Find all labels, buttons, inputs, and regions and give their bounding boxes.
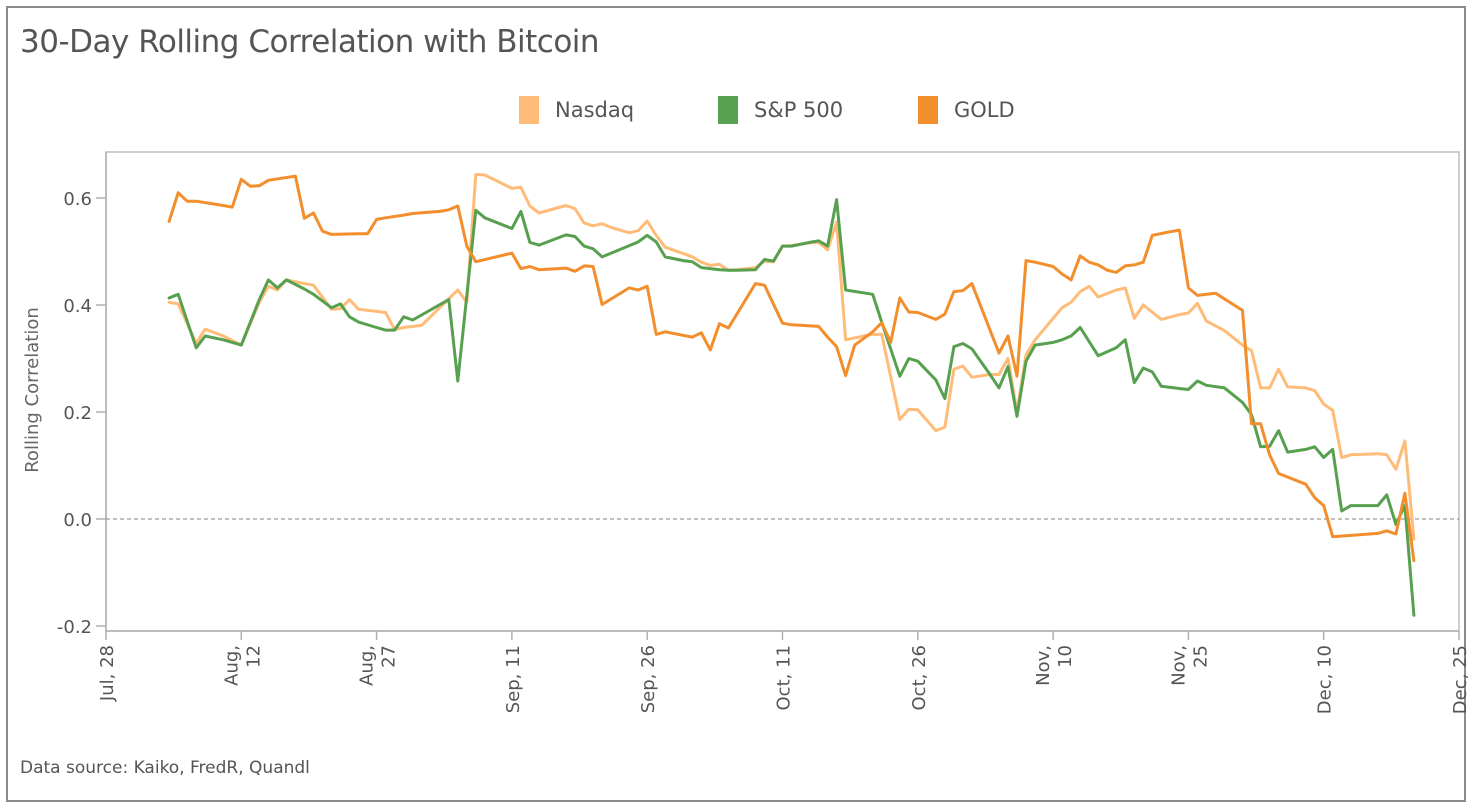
x-tick-label-line: Sep, 26: [638, 645, 659, 713]
legend-item-nasdaq[interactable]: Nasdaq: [519, 96, 634, 124]
legend: Nasdaq S&P 500 GOLD: [0, 96, 1476, 126]
x-tick-label-line: Aug,: [357, 645, 378, 686]
legend-item-gold[interactable]: GOLD: [918, 96, 1015, 124]
x-tick-label: Nov, 10: [1033, 645, 1076, 686]
x-tick-label-line: Oct, 26: [909, 645, 930, 710]
series-line-s-p-500[interactable]: [167, 198, 1416, 617]
legend-swatch-nasdaq: [519, 96, 539, 124]
chart-frame: [6, 6, 1466, 802]
x-tick-label-line: Nov,: [1033, 645, 1054, 686]
x-tick-label-line: Dec, 10: [1315, 645, 1336, 714]
x-tick-label: Aug, 27: [357, 645, 400, 686]
legend-label-sp500: S&P 500: [754, 98, 844, 122]
x-axis: Jul, 28 Aug, 12 Aug, 27 Sep, 11 Sep, 26 Oct, 11…: [97, 630, 1471, 714]
y-tick-label: -0.2: [57, 617, 92, 638]
x-tick-label-line: Nov,: [1168, 645, 1189, 686]
y-tick-label: 0.0: [63, 510, 92, 531]
x-tick-label: Aug, 12: [221, 645, 264, 686]
x-tick-label: Sep, 26: [638, 645, 659, 713]
legend-item-sp500[interactable]: S&P 500: [718, 96, 843, 124]
plot-border: [105, 151, 1460, 632]
x-tick-label-line: 12: [243, 645, 264, 668]
x-tick-label-line: Aug,: [221, 645, 242, 686]
x-tick-label-line: Oct, 11: [774, 645, 795, 710]
plot-area: [105, 151, 1460, 632]
series-line-nasdaq[interactable]: [167, 173, 1416, 541]
data-source-note: Data source: Kaiko, FredR, Quandl: [20, 758, 310, 778]
legend-swatch-sp500: [718, 96, 738, 124]
series-line-gold[interactable]: [167, 174, 1416, 563]
x-tick-label-line: 25: [1190, 645, 1211, 668]
x-tick-label-line: 27: [379, 645, 400, 668]
x-tick-label: Jul, 28: [97, 645, 118, 702]
legend-label-gold: GOLD: [954, 98, 1015, 122]
series-lines: [167, 173, 1416, 617]
chart-title: 30-Day Rolling Correlation with Bitcoin: [20, 24, 600, 60]
x-tick-label-line: Dec, 25: [1450, 645, 1471, 714]
x-tick-label: Dec, 10: [1315, 645, 1336, 714]
x-tick-label-line: 10: [1055, 645, 1076, 668]
legend-swatch-gold: [918, 96, 938, 124]
y-tick-label: 0.2: [63, 403, 92, 424]
legend-label-nasdaq: Nasdaq: [555, 98, 635, 122]
x-tick-label: Oct, 26: [909, 645, 930, 710]
y-axis-title: Rolling Correlation: [22, 307, 43, 473]
x-tick-label-line: Jul, 28: [97, 645, 118, 702]
x-tick-label: Oct, 11: [774, 645, 795, 710]
x-tick-label-line: Sep, 11: [503, 645, 524, 713]
x-tick-label: Nov, 25: [1168, 645, 1211, 686]
y-tick-label: 0.4: [63, 296, 92, 317]
x-tick-label: Sep, 11: [503, 645, 524, 713]
y-tick-label: 0.6: [63, 189, 92, 210]
x-tick-label: Dec, 25: [1450, 645, 1471, 714]
y-axis: 0.6 0.4 0.2 0.0 -0.2: [57, 152, 107, 638]
